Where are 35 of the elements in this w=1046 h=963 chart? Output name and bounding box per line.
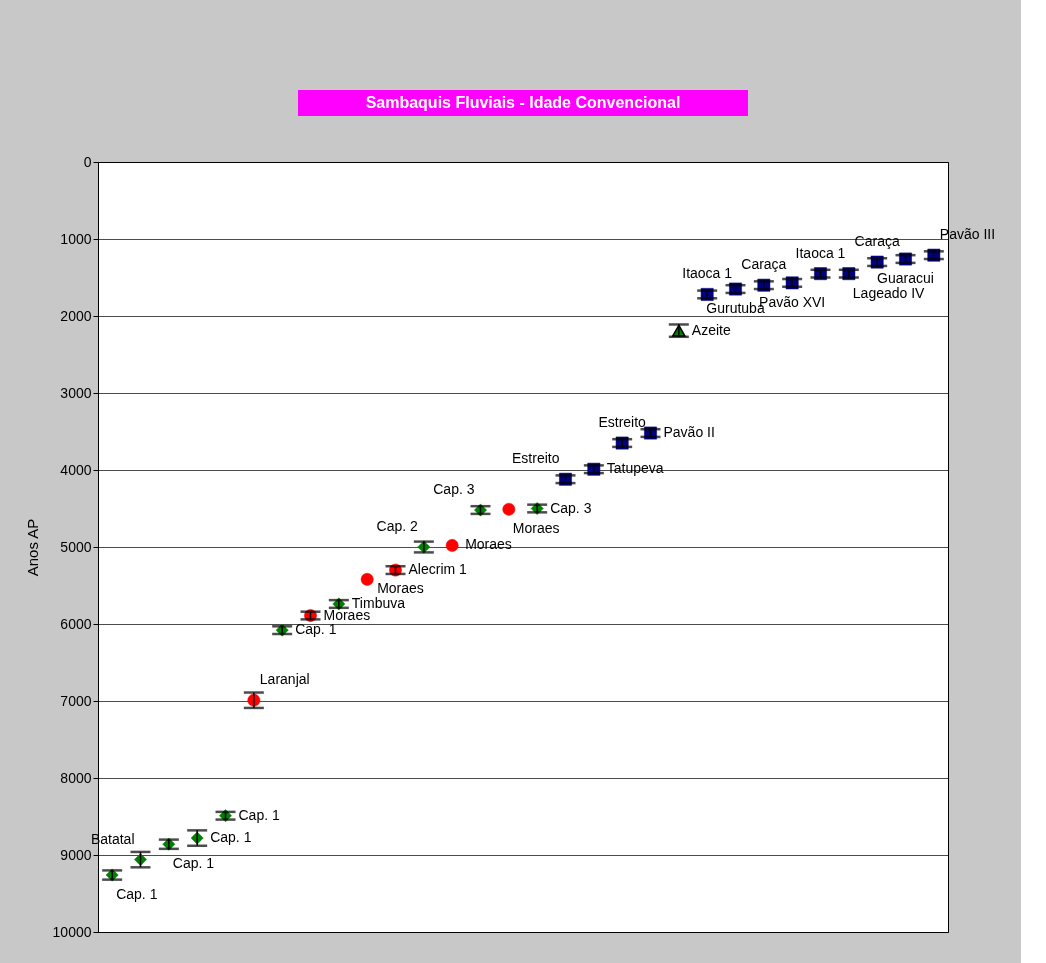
annotation: Moraes (377, 580, 424, 597)
annotation: Estreito (512, 450, 560, 467)
y-tick-label: 2000 (60, 307, 92, 324)
annotation: Itaoca 1 (682, 265, 733, 282)
annotation: Cap. 1 (172, 855, 215, 872)
chart-title: Sambaquis Fluviais - Idade Convencional (365, 94, 681, 111)
annotation: Lageado IV (852, 284, 926, 301)
y-tick-label: 1000 (60, 230, 92, 247)
annotation: Cap. 1 (238, 806, 280, 823)
annotation: Alecrim 1 (408, 561, 468, 578)
annotation: Cap. 3 (550, 499, 592, 516)
annotation: Caraça (741, 256, 787, 273)
y-tick-label: 3000 (60, 384, 92, 401)
annotation: Moraes (512, 520, 560, 537)
y-tick-label: 5000 (60, 538, 92, 555)
annotation: Timbuva (351, 594, 406, 611)
annotation: Pavão II (663, 424, 715, 441)
y-tick-label: 0 (83, 153, 92, 170)
annotation: Cap. 1 (116, 886, 158, 903)
y-tick-label: 7000 (60, 692, 92, 709)
y-tick-label: 8000 (60, 769, 92, 786)
annotation: Itaoca 1 (795, 244, 846, 261)
annotation: Cap. 1 (295, 621, 337, 638)
y-axis-title: Anos AP (23, 518, 41, 577)
annotation: Estreito (598, 414, 647, 431)
annotation: Guaracui (877, 270, 934, 287)
y-tick-label: 10000 (52, 923, 92, 940)
annotation: Cap. 1 (210, 829, 252, 846)
annotation: Laranjal (259, 671, 310, 688)
y-tick-label: 6000 (60, 615, 92, 632)
y-tick-label: 9000 (60, 846, 92, 863)
annotation: Azeite (691, 321, 731, 338)
y-tick-label: 4000 (60, 461, 92, 478)
annotation: Cap. 3 (433, 481, 475, 498)
annotation: Cap. 2 (376, 518, 419, 534)
